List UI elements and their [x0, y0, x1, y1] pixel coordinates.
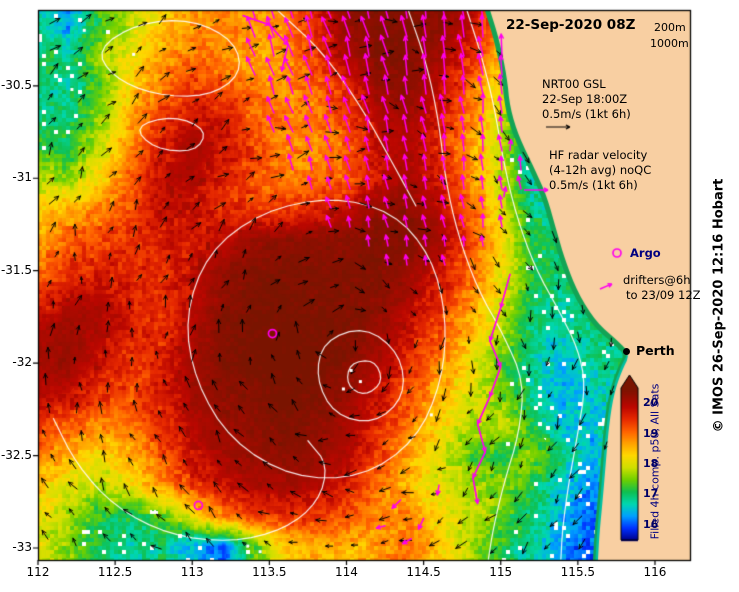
x-tick-label: 114	[335, 565, 358, 579]
drifters-legend-line-1: drifters@6h	[623, 273, 691, 287]
perth-label: Perth	[636, 343, 675, 358]
x-tick-label: 115.5	[560, 565, 596, 579]
perth-marker	[623, 348, 630, 355]
x-tick-label: 116	[643, 565, 667, 579]
isobath-200m-label: 200m	[654, 21, 686, 34]
hf-radar-legend-line-1: HF radar velocity	[549, 148, 648, 162]
hf-radar-legend-line-3: 0.5m/s (1kt 6h)	[549, 178, 638, 192]
gsl-legend-line-3: 0.5m/s (1kt 6h)	[542, 107, 631, 121]
isobath-1000m-label: 1000m	[650, 37, 689, 50]
y-tick-label: -32.5	[0, 447, 32, 462]
x-tick-label: 113.5	[252, 565, 287, 579]
gsl-legend-line-2: 22-Sep 18:00Z	[542, 92, 628, 106]
y-tick-label: -33	[12, 539, 32, 554]
argo-label: Argo	[630, 246, 661, 260]
colorbar-tick-label: 17	[643, 487, 659, 501]
y-tick-label: -31.5	[0, 262, 32, 277]
x-tick-label: 114.5	[406, 565, 441, 579]
hf-radar-legend-line-2: (4-12h avg) noQC	[549, 163, 652, 177]
x-tick-label: 112	[26, 565, 50, 579]
colorbar-tick-label: 16	[643, 517, 659, 531]
plot-title: 22-Sep-2020 08Z	[506, 17, 636, 33]
colorbar-tick-label: 18	[643, 457, 659, 470]
y-tick-label: -31	[12, 170, 32, 185]
x-tick-label: 113	[180, 565, 204, 579]
colorbar-tick-label: 19	[643, 426, 659, 440]
x-tick-label: 112.5	[97, 565, 133, 579]
x-tick-label: 115	[489, 565, 513, 579]
watermark: © IMOS 26-Sep-2020 12:16 Hobart	[711, 178, 727, 433]
y-tick-label: -30.5	[0, 77, 32, 92]
gsl-legend-line-1: NRT00 GSL	[542, 77, 606, 91]
drifters-legend-line-2: to 23/09 12Z	[626, 288, 701, 302]
y-tick-label: -32	[12, 355, 32, 370]
colorbar-tick-label: 20	[643, 396, 659, 410]
